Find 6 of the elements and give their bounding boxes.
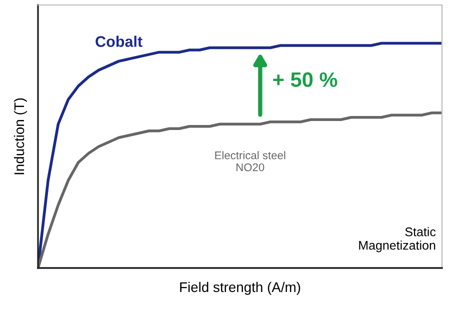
series-label: Cobalt: [96, 36, 142, 47]
text: Electrical steel NO20: [215, 151, 286, 172]
x-axis-title: Field strength (A/m): [180, 282, 300, 295]
annotation: Static Magnetization: [359, 227, 436, 252]
annotation: + 50 %: [273, 72, 338, 88]
y-axis-title: Induction (T): [14, 98, 27, 174]
